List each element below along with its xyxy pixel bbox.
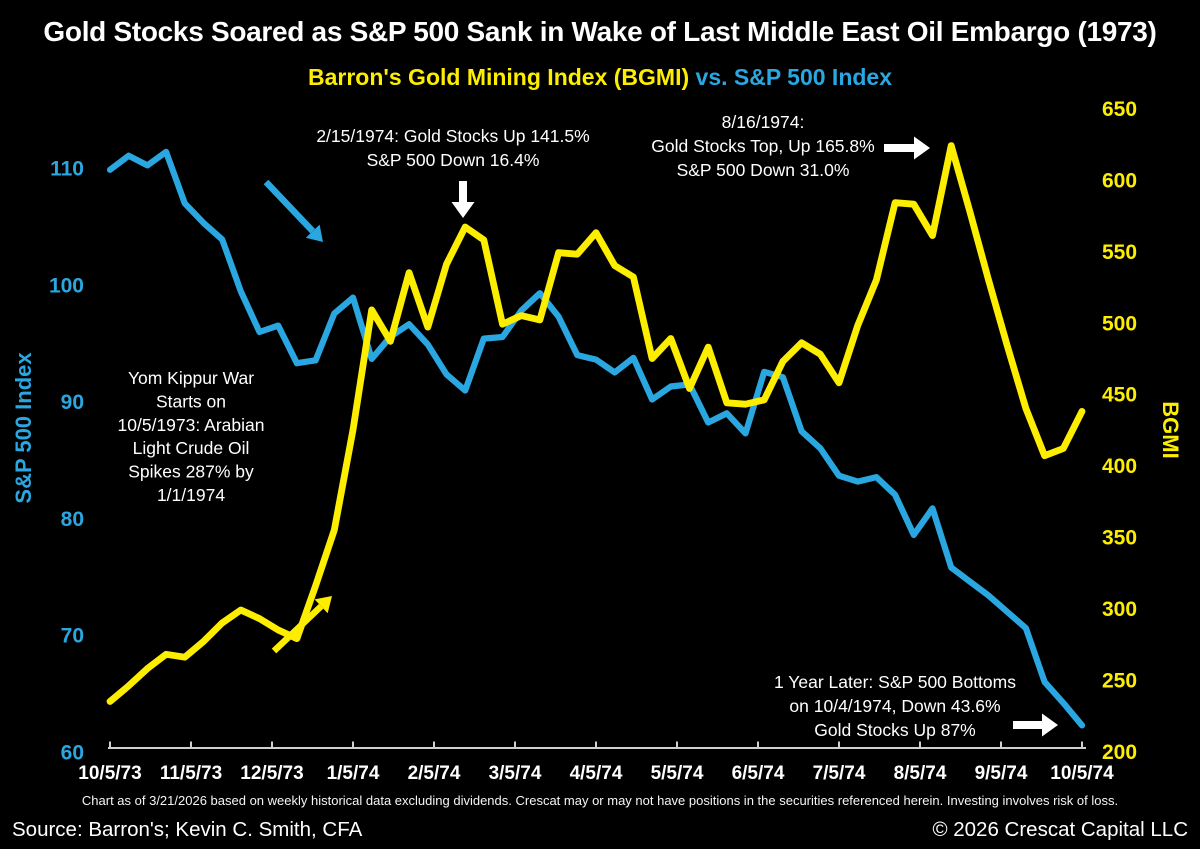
- x-tick-label: 2/5/74: [408, 763, 461, 784]
- footer-row: Source: Barron's; Kevin C. Smith, CFA © …: [0, 816, 1200, 846]
- legend-sp500-label: vs. S&P 500 Index: [689, 64, 892, 90]
- right-y-tick-label: 600: [1102, 169, 1137, 192]
- x-tick-label: 8/5/74: [894, 763, 947, 784]
- x-tick-label: 11/5/73: [160, 763, 222, 784]
- annotation-line: 1/1/1974: [157, 485, 225, 505]
- annotation-line: Gold Stocks Up 87%: [814, 720, 975, 740]
- right-y-tick-label: 300: [1102, 598, 1137, 621]
- x-tick-label: 1/5/74: [327, 763, 380, 784]
- copyright-notice: © 2026 Crescat Capital LLC: [932, 818, 1188, 841]
- annotation-line: on 10/4/1974, Down 43.6%: [789, 696, 1000, 716]
- x-tick-label: 3/5/74: [489, 763, 542, 784]
- annotation-line: 1 Year Later: S&P 500 Bottoms: [774, 672, 1016, 692]
- white-right-arrow-bottom: [1013, 713, 1058, 737]
- annotation-yom-kippur: Yom Kippur War Starts on 10/5/1973: Arabia…: [118, 368, 265, 505]
- annotation-line: 8/16/1974:: [722, 112, 805, 132]
- right-y-tick-label: 550: [1102, 241, 1137, 264]
- annotation-line: Yom Kippur War: [128, 368, 254, 388]
- x-tick-label: 4/5/74: [570, 763, 623, 784]
- x-axis: 10/5/73 11/5/73 12/5/73 1/5/74 2/5/74 3/5/74 4…: [78, 741, 1114, 784]
- x-tick-label: 7/5/74: [813, 763, 866, 784]
- x-tick-label: 5/5/74: [651, 763, 704, 784]
- right-axis-title: BGMI: [1158, 401, 1183, 458]
- x-tick-label: 9/5/74: [975, 763, 1028, 784]
- x-tick-label: 10/5/73: [78, 763, 141, 784]
- bgmi-line: [106, 142, 1086, 705]
- source-credit: Source: Barron's; Kevin C. Smith, CFA: [12, 818, 363, 841]
- chart-disclaimer: Chart as of 3/21/2026 based on weekly hi…: [81, 793, 1119, 808]
- page-title: Gold Stocks Soared as S&P 500 Sank in Wa…: [43, 16, 1157, 47]
- x-tick-label: 10/5/74: [1050, 763, 1114, 784]
- right-y-tick-label: 400: [1102, 455, 1137, 478]
- annotation-line: S&P 500 Down 16.4%: [367, 150, 540, 170]
- annotation-line: S&P 500 Down 31.0%: [677, 160, 850, 180]
- right-y-axis: 650 600 550 500 450 400 350 300 250 200 BGMI: [1102, 98, 1183, 764]
- right-y-tick-label: 250: [1102, 670, 1137, 693]
- right-y-tick-label: 350: [1102, 527, 1137, 550]
- chart-subtitle-legend: Barron's Gold Mining Index (BGMI) vs. S&…: [0, 64, 1200, 91]
- left-y-tick-label: 70: [61, 625, 84, 648]
- legend-bgmi-label: Barron's Gold Mining Index (BGMI): [308, 64, 690, 90]
- left-y-tick-label: 60: [61, 742, 84, 765]
- right-y-tick-label: 450: [1102, 384, 1137, 407]
- sp500-line: [106, 148, 1086, 729]
- white-right-arrow-top: [884, 136, 930, 160]
- blue-downtrend-arrow: [263, 179, 323, 242]
- left-y-axis: 110 100 90 80 70 60 S&P 500 Index: [11, 158, 84, 765]
- annotation-line: Spikes 287% by: [128, 462, 254, 482]
- annotation-line: Gold Stocks Top, Up 165.8%: [651, 136, 874, 156]
- annotation-line: 10/5/1973: Arabian: [118, 415, 265, 435]
- left-axis-title: S&P 500 Index: [11, 352, 36, 504]
- x-tick-label: 12/5/73: [240, 763, 303, 784]
- left-y-tick-label: 110: [50, 158, 84, 181]
- left-y-tick-label: 90: [61, 391, 84, 414]
- annotation-line: 2/15/1974: Gold Stocks Up 141.5%: [316, 126, 589, 146]
- left-y-tick-label: 100: [49, 274, 84, 297]
- right-y-tick-label: 650: [1102, 98, 1137, 121]
- left-y-tick-label: 80: [61, 508, 84, 531]
- yellow-uptrend-arrow: [271, 596, 332, 654]
- right-y-tick-label: 500: [1102, 312, 1137, 335]
- annotation-feb-peak: 2/15/1974: Gold Stocks Up 141.5% S&P 500 …: [316, 126, 589, 170]
- right-y-tick-label: 200: [1102, 741, 1137, 764]
- x-tick-label: 6/5/74: [732, 763, 785, 784]
- annotation-aug-top: 8/16/1974: Gold Stocks Top, Up 165.8% S&P …: [651, 112, 874, 180]
- annotation-line: Light Crude Oil: [133, 438, 250, 458]
- annotation-one-year-later: 1 Year Later: S&P 500 Bottoms on 10/4/197…: [774, 672, 1016, 740]
- white-down-arrow: [451, 181, 475, 218]
- annotation-line: Starts on: [156, 391, 226, 411]
